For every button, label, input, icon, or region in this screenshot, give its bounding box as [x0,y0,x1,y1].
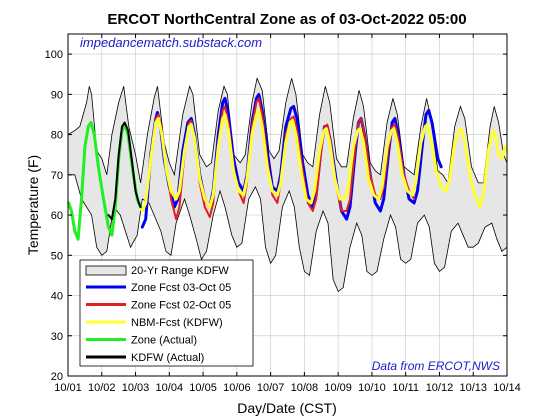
legend-swatch-range [85,265,127,276]
y-axis-label: Temperature (F) [25,155,41,255]
x-axis-ticks: 10/01 10/02 10/03 10/04 10/05 10/06 10/07 10/08… [54,34,521,394]
x-tick-label-10-03: 10/03 [122,382,150,394]
y-tick-label-40: 40 [51,291,63,303]
y-tick-label-70: 70 [51,170,63,182]
y-tick-label-80: 80 [51,130,63,142]
x-axis-label: Day/Date (CST) [237,400,337,416]
y-axis-ticks: 20 30 40 50 60 70 80 90 100 [45,49,507,383]
x-tick-label-10-02: 10/02 [88,382,116,394]
x-tick-label-10-06: 10/06 [223,382,251,394]
y-tick-label-100: 100 [45,49,63,61]
legend-label-kdfw-actual: KDFW (Actual) [131,352,204,364]
legend-box [79,259,254,367]
y-tick-label-50: 50 [51,250,63,262]
chart-title: ERCOT NorthCentral Zone as of 03-Oct-202… [107,11,466,28]
legend-label-nbm-fcst-kdfw: NBM-Fcst (KDFW) [131,317,223,329]
x-tick-label-10-12: 10/12 [426,382,454,394]
y-tick-label-30: 30 [51,331,63,343]
series-line-zone-actual [67,121,143,241]
x-tick-label-10-09: 10/09 [324,382,352,394]
x-tick-label-10-11: 10/11 [392,382,419,394]
x-tick-label-10-01: 10/01 [54,382,82,394]
x-tick-label-10-08: 10/08 [291,382,319,394]
x-tick-label-10-04: 10/04 [156,382,184,394]
x-tick-label-10-07: 10/07 [257,382,285,394]
legend-label-zone-actual: Zone (Actual) [131,335,197,347]
x-tick-label-10-13: 10/13 [459,382,487,394]
x-tick-label-10-14: 10/14 [493,382,521,394]
series-line-nbm-fcst-kdfw [137,108,509,213]
series-line-zone-fcst-03-oct-05 [140,92,443,229]
watermark-text: impedancematch.substack.com [80,35,262,50]
x-tick-label-10-10: 10/10 [358,382,386,394]
plot-frame [67,33,508,377]
legend-label-zone-fcst-03-oct-05: Zone Fcst 03-Oct 05 [131,282,231,294]
legend: 20-Yr Range KDFW Zone Fcst 03-Oct 05Zone… [79,259,254,367]
series-layer [67,92,509,241]
legend-label-range: 20-Yr Range KDFW [131,265,229,277]
source-note: Data from ERCOT,NWS [372,359,500,373]
legend-label-zone-fcst-02-oct-05: Zone Fcst 02-Oct 05 [131,300,231,312]
y-tick-label-60: 60 [51,210,63,222]
series-line-kdfw-actual [107,121,142,221]
x-tick-label-10-05: 10/05 [189,382,217,394]
legend-series: Zone Fcst 03-Oct 05 Zone Fcst 02-Oct 05 NB… [86,282,231,364]
y-tick-label-90: 90 [51,89,63,101]
y-tick-label-20: 20 [51,371,63,383]
